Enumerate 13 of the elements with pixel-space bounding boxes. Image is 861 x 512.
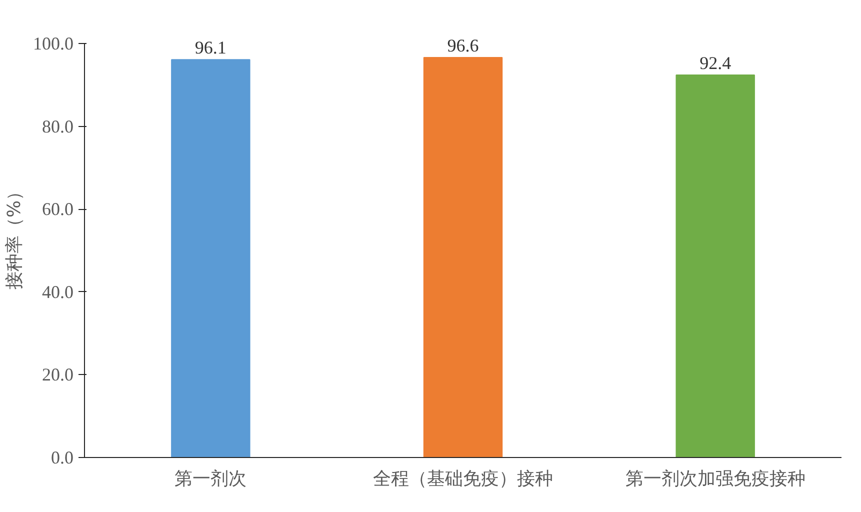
data-label: 92.4	[700, 52, 732, 73]
y-tick-label: 0.0	[51, 448, 74, 468]
y-tick-label: 60.0	[42, 199, 74, 220]
y-tick-label: 80.0	[42, 116, 74, 136]
y-tick-label: 20.0	[42, 364, 74, 385]
x-tick-label: 第一剂次	[174, 468, 247, 488]
data-label: 96.6	[447, 36, 479, 56]
data-label: 96.1	[194, 38, 226, 58]
x-tick-label: 全程（基础免疫）接种	[373, 468, 553, 488]
y-tick-label: 40.0	[42, 282, 74, 302]
x-tick-label: 第一剂次加强免疫接种	[625, 468, 806, 488]
y-axis-title: 接种率（%）	[4, 182, 25, 290]
y-tick-label: 100.0	[33, 33, 74, 54]
